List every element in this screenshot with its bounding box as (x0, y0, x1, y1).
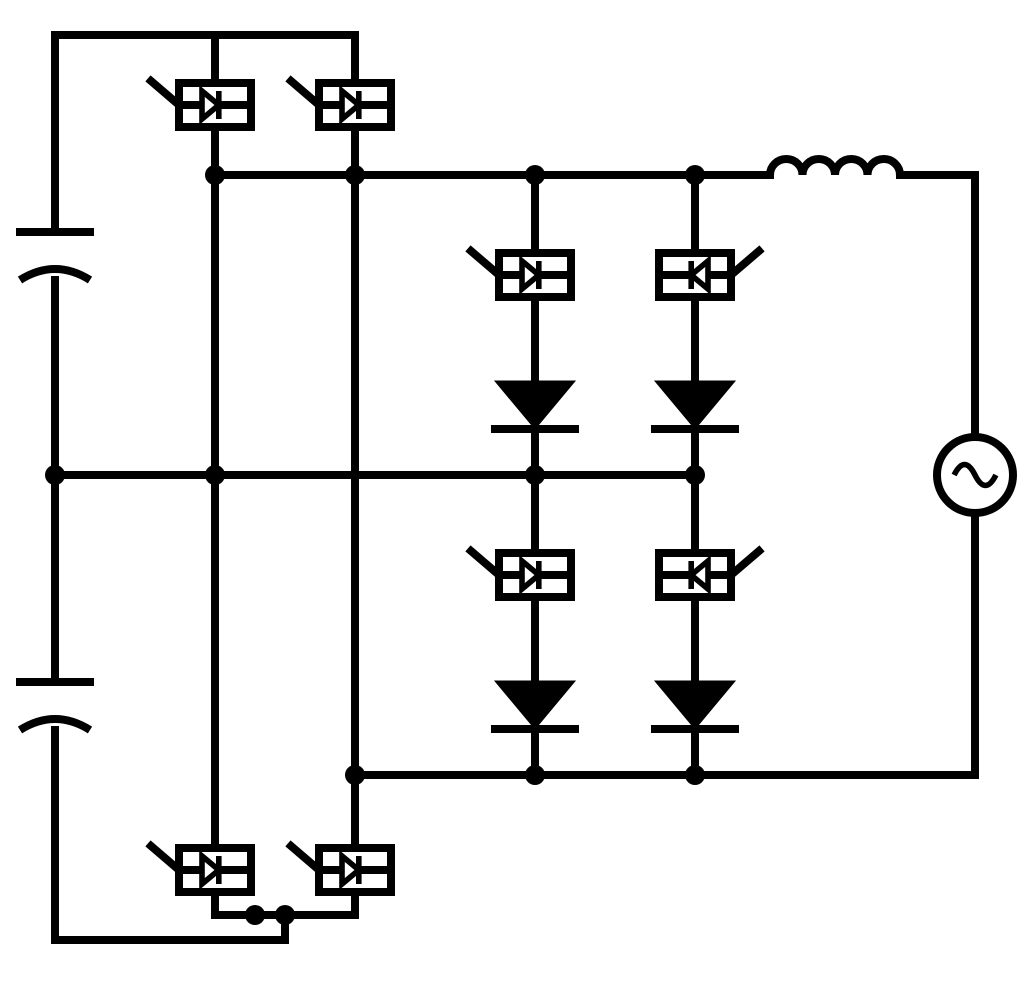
junction-node (685, 765, 705, 785)
switch-s8-arm (291, 846, 319, 870)
diode-d3 (495, 681, 575, 729)
junction-node (205, 465, 225, 485)
junction-node (205, 165, 225, 185)
junction-node (685, 465, 705, 485)
switch-s3-arm (471, 251, 499, 275)
switch-s2-arm (291, 81, 319, 105)
junction-node (685, 165, 705, 185)
diode-d2 (655, 381, 735, 429)
junction-node (345, 765, 365, 785)
junction-node (525, 465, 545, 485)
switch-s5-arm (471, 551, 499, 575)
junction-node (45, 465, 65, 485)
junction-node (345, 165, 365, 185)
switch-s1-arm (151, 81, 179, 105)
switch-s7-arm (151, 846, 179, 870)
inductor (770, 159, 900, 175)
circuit-diagram (0, 0, 1034, 982)
junction-node (245, 905, 265, 925)
switch-s4-arm (731, 251, 759, 275)
switch-s6-arm (731, 551, 759, 575)
junction-node (525, 765, 545, 785)
junction-node (525, 165, 545, 185)
junction-node (275, 905, 295, 925)
diode-d4 (655, 681, 735, 729)
diode-d1 (495, 381, 575, 429)
